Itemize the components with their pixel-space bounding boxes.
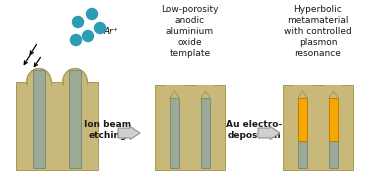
Bar (155, 85, 225, 170)
Ellipse shape (27, 68, 51, 96)
Polygon shape (118, 127, 140, 139)
Circle shape (71, 35, 82, 45)
Bar (170, 98, 179, 168)
Polygon shape (294, 85, 311, 99)
Bar (201, 98, 210, 168)
Polygon shape (197, 85, 214, 99)
Bar (283, 85, 353, 170)
Bar (329, 141, 338, 168)
Circle shape (94, 22, 105, 33)
Bar (33, 70, 45, 168)
Ellipse shape (63, 68, 87, 96)
Circle shape (82, 30, 93, 41)
Bar (16, 82, 98, 170)
Polygon shape (258, 127, 280, 139)
Bar (27, 82, 51, 97)
Bar (298, 141, 307, 168)
Polygon shape (166, 85, 183, 99)
Bar (298, 98, 307, 141)
Text: Low-porosity
anodic
aluminium
oxide
template: Low-porosity anodic aluminium oxide temp… (161, 5, 219, 58)
Text: Hyperbolic
metamaterial
with controlled
plasmon
resonance: Hyperbolic metamaterial with controlled … (284, 5, 352, 58)
Text: Ion beam
etching: Ion beam etching (84, 120, 132, 140)
Bar (69, 70, 81, 168)
Circle shape (73, 16, 84, 27)
Polygon shape (325, 85, 342, 99)
Circle shape (87, 8, 98, 19)
Bar (329, 98, 338, 141)
Bar (63, 82, 87, 97)
Text: Ar⁺: Ar⁺ (103, 27, 118, 36)
Text: Au electro-
deposition: Au electro- deposition (226, 120, 282, 140)
